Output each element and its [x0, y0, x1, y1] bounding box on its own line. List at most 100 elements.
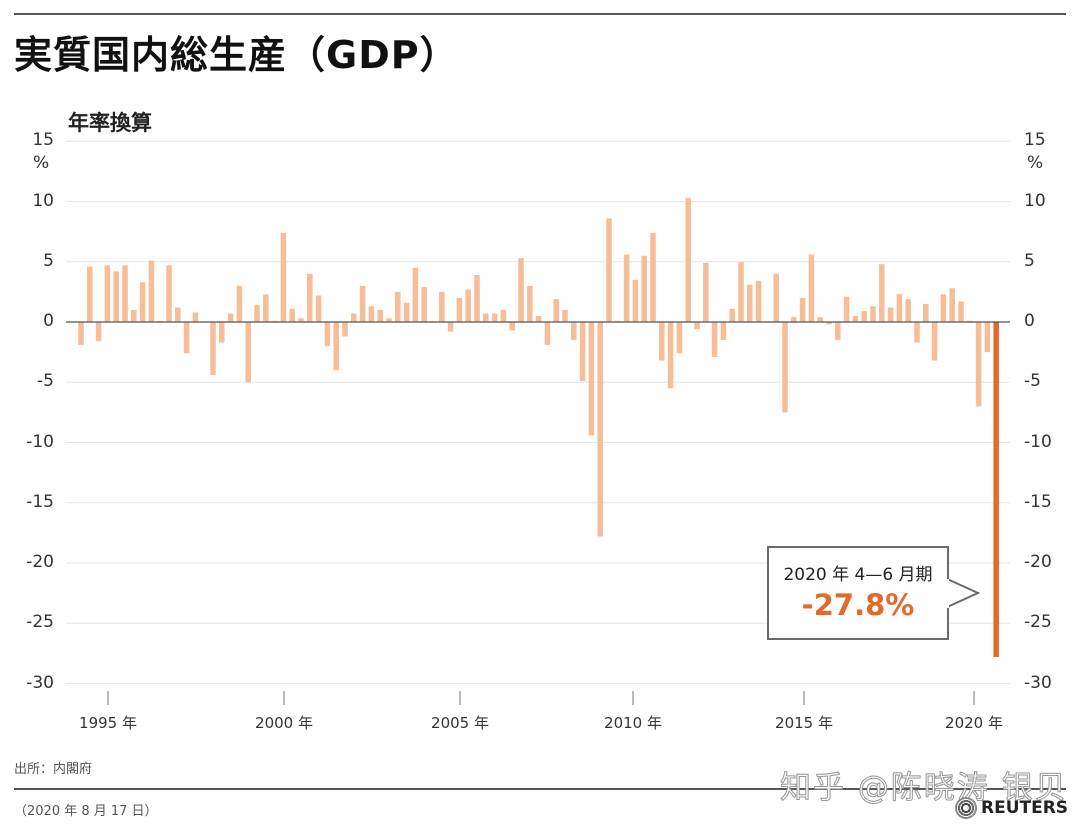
callout-value: -27.8%	[801, 588, 915, 622]
bar	[148, 260, 155, 322]
bar	[412, 267, 419, 322]
y-tick-label: -15	[1024, 491, 1052, 512]
y-tick-label: -20	[26, 552, 54, 572]
x-tick-label: 1995 年	[79, 714, 137, 732]
y-tick-label: 0	[1024, 311, 1035, 331]
bar	[175, 307, 181, 322]
top-rule	[14, 13, 1066, 15]
brand-label: REUTERS	[981, 798, 1069, 818]
highlight-bar	[993, 322, 999, 657]
y-tick-label: -10	[26, 431, 54, 452]
bar	[729, 308, 735, 322]
bar	[817, 317, 823, 322]
bar	[447, 322, 454, 332]
bar	[799, 297, 806, 322]
bar	[386, 318, 392, 322]
y-tick-label: -5	[37, 371, 54, 392]
reuters-brand: REUTERS	[955, 797, 1068, 819]
bar	[359, 285, 366, 322]
bar	[914, 322, 920, 343]
y-tick-label: -10	[1024, 431, 1052, 452]
x-tick-label: 2020 年	[945, 714, 1003, 732]
bar	[474, 275, 480, 322]
bar	[808, 254, 815, 322]
y-tick-label: 5	[1024, 250, 1035, 271]
bar	[439, 291, 445, 322]
bar	[395, 291, 401, 322]
bar	[210, 322, 216, 376]
bar	[254, 305, 260, 322]
bar	[87, 266, 93, 322]
bar	[949, 288, 955, 322]
bar	[236, 285, 243, 322]
bar	[782, 322, 788, 413]
bar	[632, 279, 639, 322]
bar	[518, 258, 524, 322]
bar	[597, 322, 603, 537]
bar	[421, 287, 427, 322]
bar	[659, 322, 665, 361]
bar	[351, 313, 357, 322]
x-tick-label: 2010 年	[604, 714, 662, 732]
bar	[931, 322, 938, 361]
bar	[905, 299, 911, 322]
bar	[676, 322, 683, 354]
bar	[465, 289, 471, 322]
bar	[843, 296, 850, 322]
bar	[139, 282, 146, 322]
y-tick-label: -30	[26, 672, 54, 693]
y-unit-label: %	[1027, 153, 1044, 173]
bar	[324, 322, 331, 347]
bar	[553, 299, 559, 322]
bar	[122, 265, 128, 322]
bar	[183, 322, 190, 354]
bar	[456, 297, 463, 322]
bar	[271, 320, 278, 322]
watermark: 知乎 @陈晓涛 银贝	[780, 770, 1068, 807]
bar	[967, 320, 973, 322]
bar	[711, 322, 718, 357]
bar	[192, 312, 199, 322]
y-tick-label: -5	[1024, 371, 1041, 392]
callout-pointer	[944, 576, 981, 610]
x-axis-ticks	[107, 691, 975, 705]
bar	[826, 322, 832, 325]
bar	[544, 322, 551, 345]
y-tick-label: -25	[1024, 612, 1052, 633]
publish-date: （2020 年 8 月 17 日）	[14, 804, 158, 819]
chart-title: 実質国内総生産（GDP）	[14, 33, 459, 77]
bar	[219, 322, 225, 343]
bar	[227, 313, 234, 322]
bar	[491, 313, 498, 322]
bar	[975, 322, 982, 407]
bar	[571, 322, 577, 341]
bar	[940, 294, 947, 322]
y-tick-label: -20	[1024, 552, 1052, 572]
bar	[307, 273, 313, 322]
bar	[773, 273, 779, 322]
bar	[588, 322, 595, 436]
bar	[791, 317, 797, 322]
annotation-callout: 2020 年 4—6 月期 -27.8%	[767, 546, 949, 640]
bar	[527, 285, 533, 322]
y-tick-label: -30	[1024, 672, 1052, 693]
bar	[562, 309, 568, 322]
bar	[738, 261, 744, 322]
bar	[263, 294, 269, 322]
bar	[280, 232, 287, 322]
y-tick-label: 0	[43, 311, 54, 331]
x-tick-label: 2015 年	[775, 714, 833, 732]
bottom-rule	[14, 788, 1066, 790]
bars	[78, 197, 999, 657]
y-tick-label: -15	[26, 491, 54, 512]
bar	[667, 322, 674, 389]
bar	[896, 294, 903, 322]
bar	[377, 309, 383, 322]
bar	[923, 303, 929, 322]
bar	[104, 265, 111, 322]
bar	[879, 264, 885, 322]
bar	[747, 284, 753, 322]
bar	[500, 309, 507, 322]
bar	[650, 232, 656, 322]
